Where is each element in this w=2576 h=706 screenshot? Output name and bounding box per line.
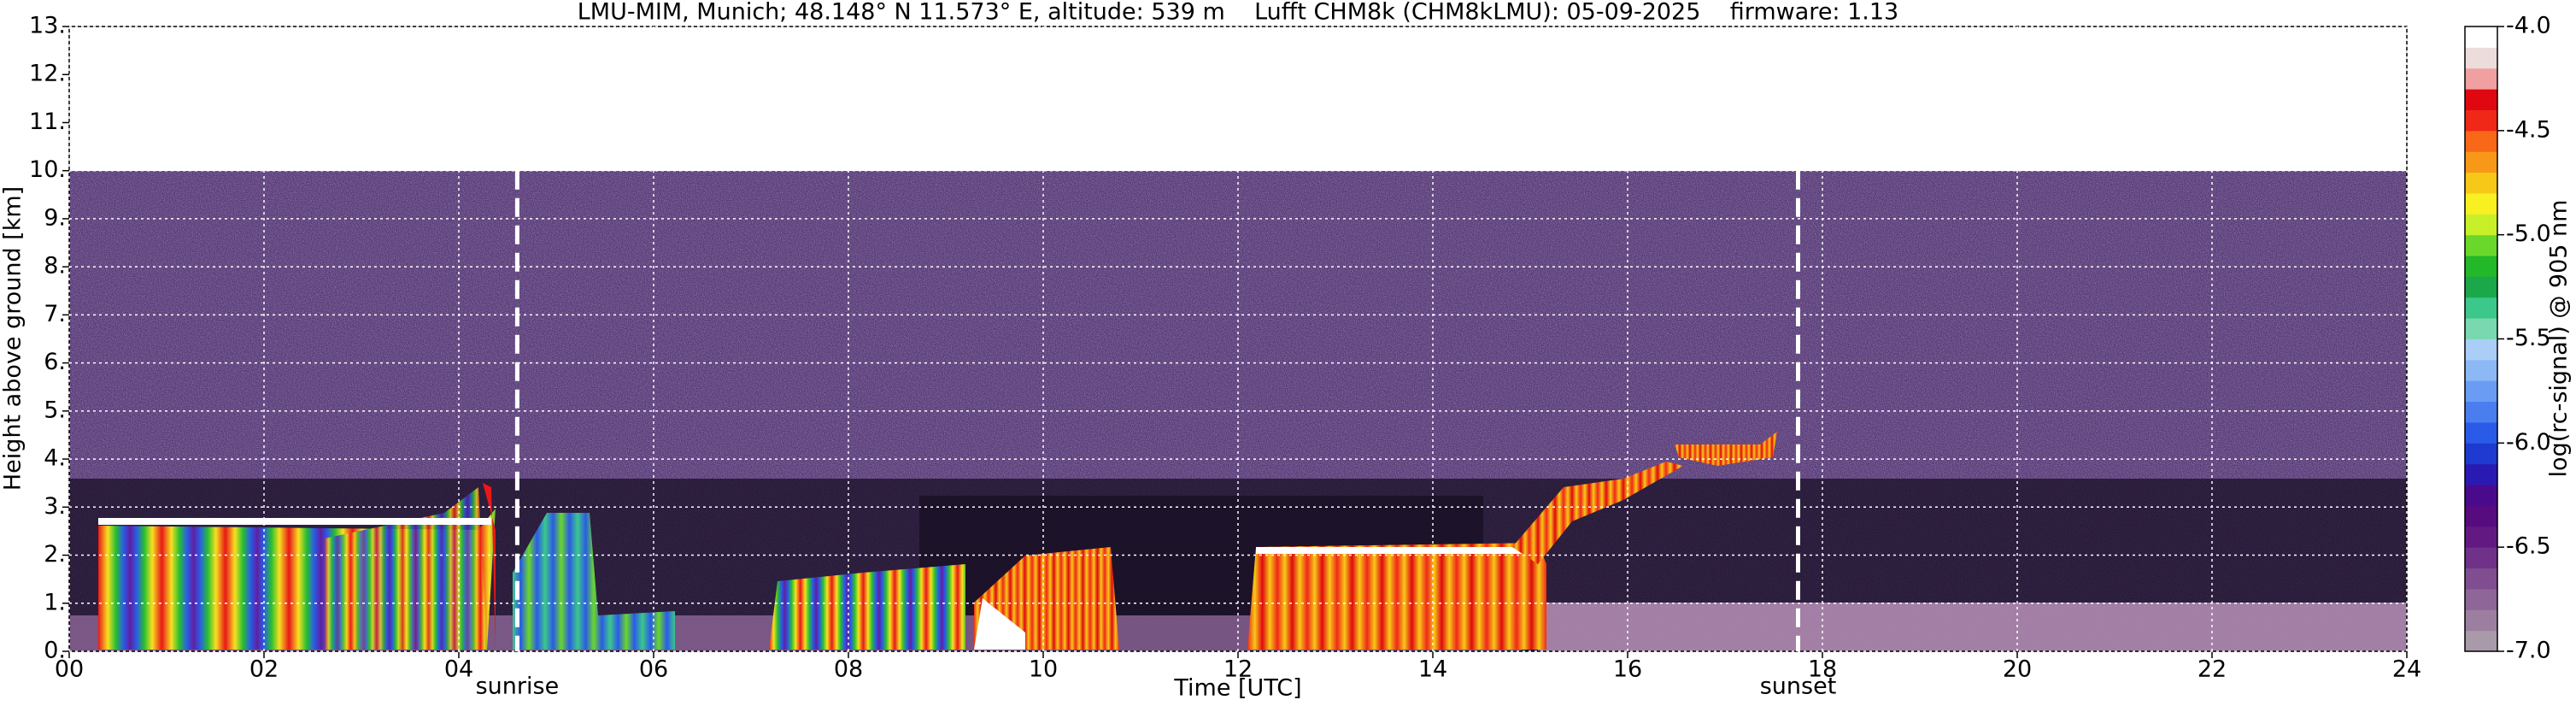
y-tick-label: 11. <box>29 109 66 135</box>
cloud-top <box>1256 547 1538 554</box>
cloud-region <box>483 483 496 650</box>
colorbar-segment <box>2465 276 2497 298</box>
colorbar-segment <box>2465 485 2497 506</box>
colorbar-segment <box>2465 505 2497 527</box>
colorbar-segment <box>2465 172 2497 194</box>
colorbar-segment <box>2465 297 2497 319</box>
colorbar-segment <box>2465 443 2497 465</box>
colorbar-label: log(rc-signal) @ 905 nm <box>2546 200 2573 478</box>
y-tick-label: 4. <box>44 445 66 472</box>
colorbar-segment <box>2465 214 2497 236</box>
colorbar-segment <box>2465 151 2497 174</box>
colorbar-segment <box>2465 318 2497 339</box>
y-tick-label: 5. <box>44 397 66 423</box>
y-tick-label: 13. <box>29 13 66 39</box>
cloud-region <box>325 487 487 650</box>
colorbar-segment <box>2465 380 2497 403</box>
y-tick-label: 0. <box>44 638 66 664</box>
y-tick-label: 9. <box>44 204 66 231</box>
x-tick-label: 20 <box>2003 656 2032 683</box>
colorbar-tick-label: -5.0 <box>2506 221 2551 247</box>
colorbar-segment <box>2465 421 2497 444</box>
x-tick-label: 06 <box>639 656 668 683</box>
cloud-top <box>98 518 491 525</box>
cloud-region <box>1675 432 1777 466</box>
cloud-region <box>513 513 675 650</box>
x-tick-label: 14 <box>1418 656 1447 683</box>
y-tick-label: 8. <box>44 253 66 279</box>
x-tick-label: 24 <box>2392 656 2421 683</box>
colorbar-segment <box>2465 609 2497 632</box>
cloud-region <box>1247 543 1546 650</box>
y-tick-label: 12. <box>29 61 66 87</box>
colorbar-tick-label: -6.0 <box>2506 429 2551 456</box>
chart-title: LMU-MIM, Munich; 48.148° N 11.573° E, al… <box>578 0 1898 26</box>
x-tick-label: 10 <box>1029 656 1058 683</box>
cloud-region <box>769 564 965 650</box>
colorbar-segment <box>2465 109 2497 132</box>
cloud-region <box>974 598 1025 650</box>
colorbar-segment <box>2465 47 2497 69</box>
x-tick-label: 04 <box>444 656 473 683</box>
colorbar-segment <box>2465 192 2497 215</box>
y-tick-label: 10. <box>29 156 66 183</box>
colorbar-segment <box>2465 338 2497 361</box>
colorbar-tick-label: -4.0 <box>2506 13 2551 39</box>
y-tick-label: 7. <box>44 301 66 327</box>
colorbar-segment <box>2465 463 2497 485</box>
colorbar-segment <box>2465 234 2497 256</box>
colorbar-segment <box>2465 401 2497 423</box>
colorbar-segment <box>2465 89 2497 110</box>
y-tick-label: 1. <box>44 589 66 615</box>
colorbar-segment <box>2465 68 2497 90</box>
x-tick-label: 02 <box>249 656 279 683</box>
colorbar-segment <box>2465 26 2497 48</box>
colorbar-tick-label: -5.5 <box>2506 325 2551 351</box>
colorbar-segment <box>2465 630 2497 652</box>
colorbar-tick-label: -7.0 <box>2506 638 2551 664</box>
cloud-region <box>1512 462 1683 564</box>
x-tick-label: 16 <box>1613 656 1642 683</box>
colorbar-segment <box>2465 568 2497 590</box>
colorbar-segment <box>2465 588 2497 610</box>
colorbar-segment <box>2465 130 2497 152</box>
y-tick-label: 6. <box>44 349 66 375</box>
colorbar-tick-label: -6.5 <box>2506 533 2551 560</box>
aerosol-layer <box>1538 603 2407 651</box>
x-axis-label: Time [UTC] <box>1173 675 1301 702</box>
colorbar-segment <box>2465 547 2497 569</box>
colorbar-segment <box>2465 359 2497 381</box>
x-tick-label: 22 <box>2198 656 2227 683</box>
y-tick-label: 2. <box>44 541 66 568</box>
y-tick-label: 3. <box>44 493 66 520</box>
x-tick-label: 18 <box>1808 656 1837 683</box>
colorbar-segment <box>2465 526 2497 548</box>
annotation-label: sunset <box>1760 674 1837 700</box>
colorbar-tick-label: -4.5 <box>2506 116 2551 143</box>
x-tick-label: 08 <box>834 656 863 683</box>
annotation-label: sunrise <box>476 674 560 700</box>
x-tick-label: 12 <box>1223 656 1253 683</box>
x-tick-label: 00 <box>55 656 84 683</box>
y-axis-label: Height above ground [km] <box>0 186 26 491</box>
colorbar-segment <box>2465 256 2497 277</box>
